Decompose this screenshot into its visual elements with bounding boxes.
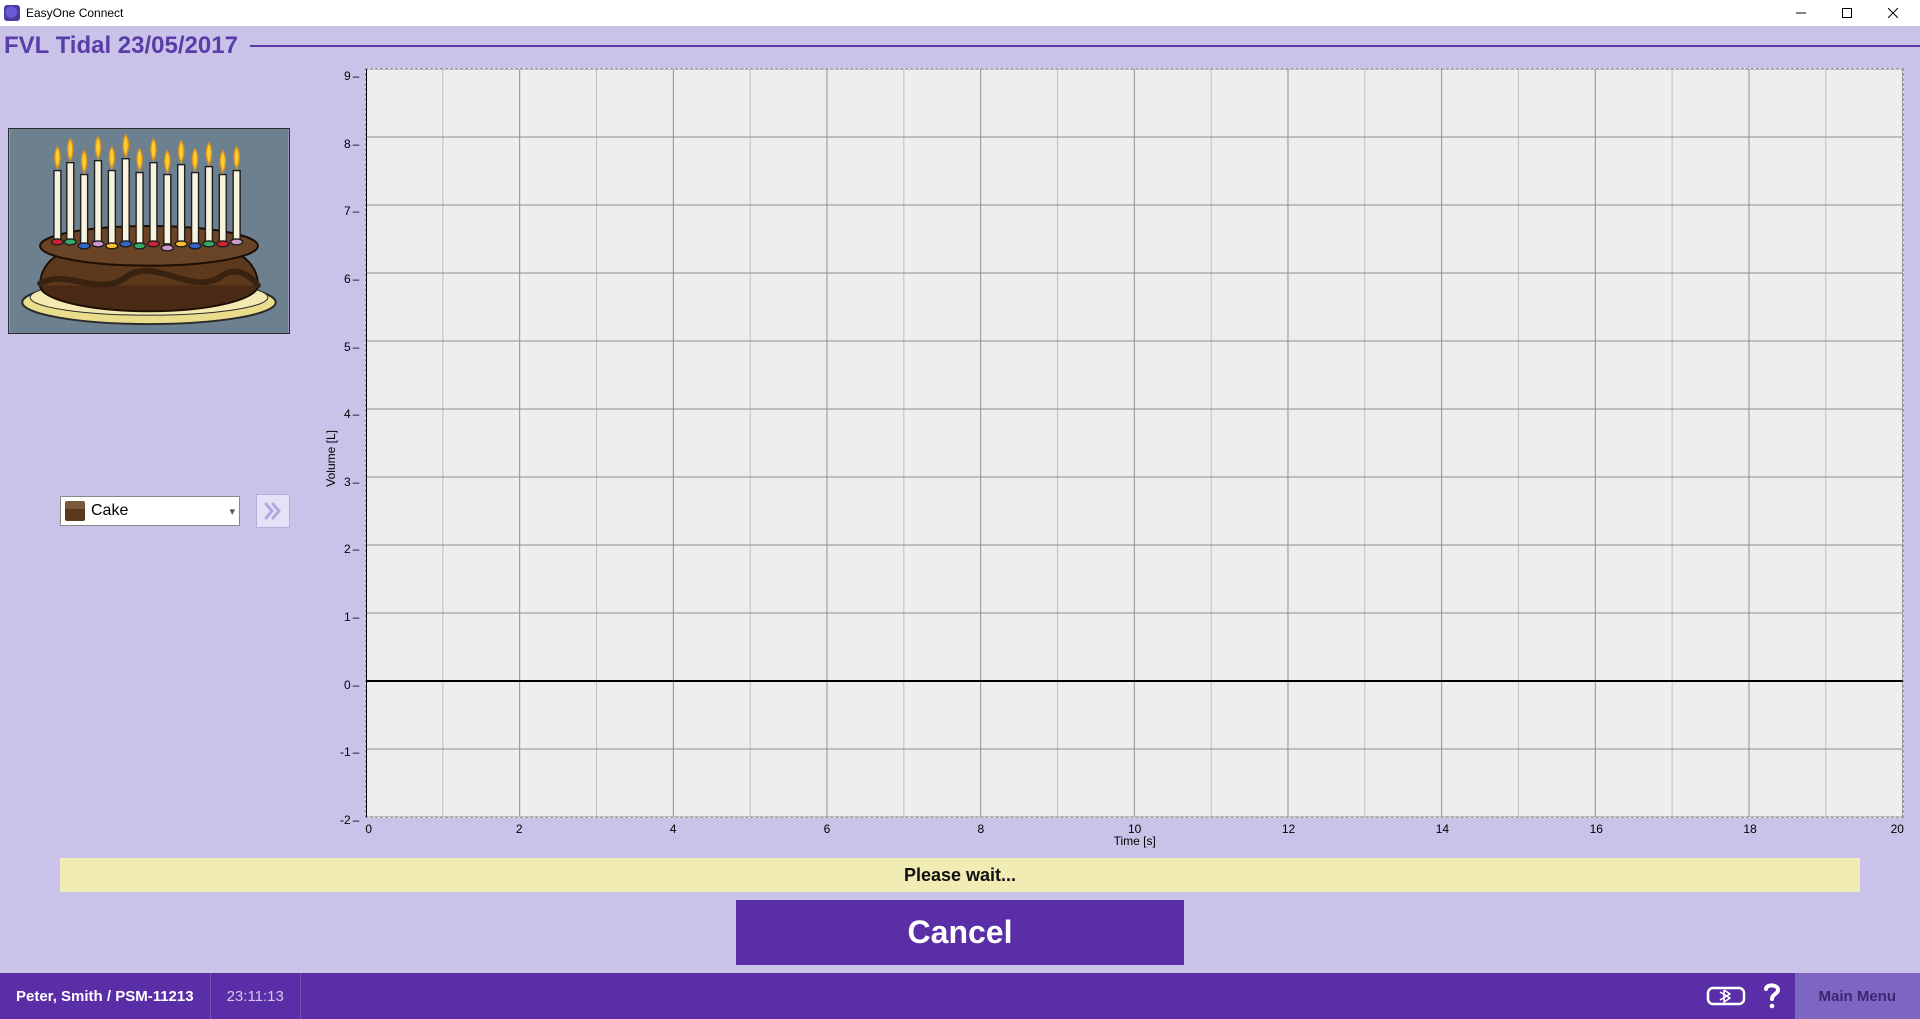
cake-icon [65,501,85,521]
chart: Volume [L] 9‒8‒7‒6‒5‒4‒3‒2‒1‒0‒-1‒-2‒ 02… [324,68,1904,848]
cancel-button[interactable]: Cancel [736,900,1184,965]
maximize-button[interactable] [1824,0,1870,26]
incentive-image [8,128,290,334]
bottom-bar: Peter, Smith / PSM-11213 23:11:13 Main M… [0,973,1920,1019]
app-icon [4,5,20,21]
header-rule [250,45,1920,47]
chart-yticks: 9‒8‒7‒6‒5‒4‒3‒2‒1‒0‒-1‒-2‒ [338,68,365,848]
chart-plot-area [365,68,1904,818]
clock: 23:11:13 [211,973,301,1019]
page-title: FVL Tidal 23/05/2017 [4,32,238,60]
app-title: EasyOne Connect [26,6,1778,20]
main-content: Cake ▾ Volume [L] 9‒8‒7‒6‒5‒4‒3‒2‒1‒0‒-1… [0,64,1920,852]
main-menu-button[interactable]: Main Menu [1795,973,1920,1019]
close-button[interactable] [1870,0,1916,26]
left-column: Cake ▾ [8,68,308,848]
bottom-spacer [301,973,1703,1019]
incentive-selected-label: Cake [91,502,128,520]
window-titlebar: EasyOne Connect [0,0,1920,26]
chevron-down-icon: ▾ [229,505,235,518]
help-button[interactable] [1749,973,1795,1019]
page-header: FVL Tidal 23/05/2017 [0,26,1920,64]
incentive-row: Cake ▾ [60,494,290,528]
incentive-next-button[interactable] [256,494,290,528]
patient-info[interactable]: Peter, Smith / PSM-11213 [0,973,211,1019]
status-message: Please wait... [60,858,1860,892]
incentive-select[interactable]: Cake ▾ [60,496,240,526]
chart-xlabel: Time [s] [365,834,1904,848]
chart-ylabel: Volume [L] [324,430,338,487]
minimize-button[interactable] [1778,0,1824,26]
bluetooth-device-button[interactable] [1703,973,1749,1019]
